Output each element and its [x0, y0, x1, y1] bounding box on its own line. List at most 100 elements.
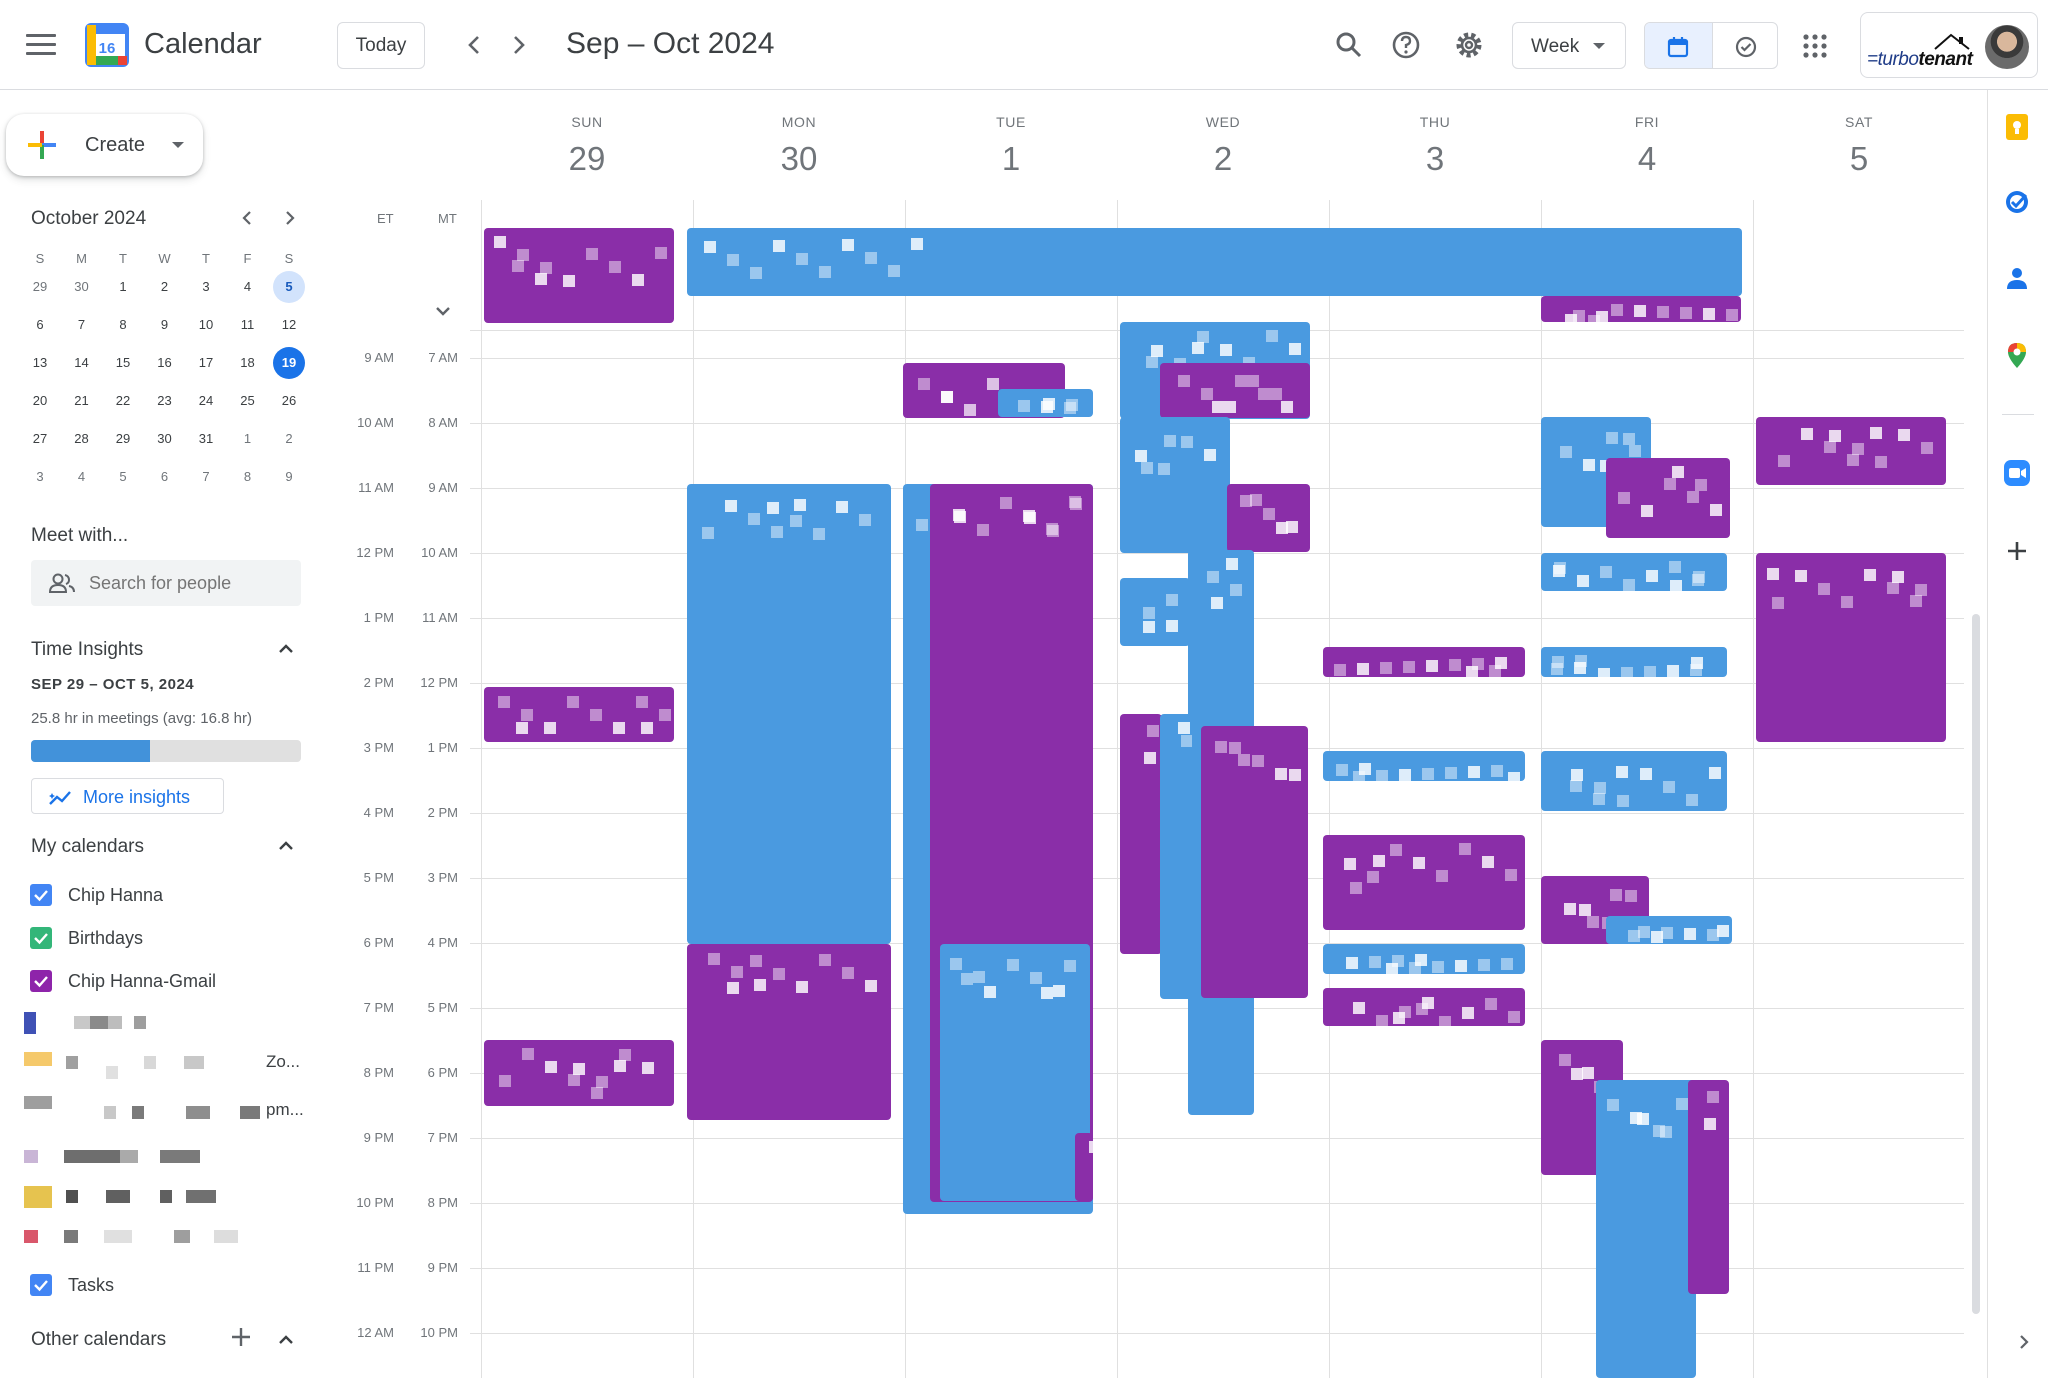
mini-calendar-day[interactable]: 30: [74, 279, 89, 294]
day-number-button[interactable]: 2: [1213, 140, 1233, 177]
mini-calendar-day[interactable]: 6: [36, 317, 44, 332]
expand-side-panel-icon[interactable]: [2014, 1332, 2034, 1352]
chevron-up-icon[interactable]: [276, 1330, 296, 1350]
add-addon-icon[interactable]: [2002, 536, 2032, 566]
maps-icon[interactable]: [2002, 340, 2032, 370]
settings-gear-icon[interactable]: [1452, 28, 1486, 62]
calendar-event[interactable]: [1120, 578, 1190, 646]
zoom-icon[interactable]: [2002, 458, 2032, 488]
calendar-event[interactable]: [687, 228, 1742, 296]
mini-calendar-day[interactable]: 17: [198, 355, 214, 370]
calendar-event[interactable]: [1541, 751, 1727, 811]
calendar-event[interactable]: [998, 389, 1093, 417]
view-switcher-dropdown[interactable]: Week: [1512, 22, 1626, 69]
calendar-event[interactable]: [1160, 714, 1192, 999]
calendar-event[interactable]: [1541, 553, 1727, 591]
mini-calendar-day[interactable]: 16: [157, 355, 172, 370]
day-number-button[interactable]: 3: [1425, 140, 1445, 177]
mini-calendar-day[interactable]: 19: [273, 347, 305, 379]
calendar-event[interactable]: [1688, 1080, 1729, 1294]
add-other-calendar-icon[interactable]: [230, 1326, 252, 1348]
create-button[interactable]: Create: [6, 114, 203, 176]
previous-week-icon[interactable]: [460, 30, 490, 60]
mini-calendar-day[interactable]: 24: [198, 393, 214, 408]
calendar-event[interactable]: [687, 944, 891, 1120]
mini-calendar-day[interactable]: 23: [157, 393, 172, 408]
mini-calendar-day[interactable]: 15: [115, 355, 131, 370]
mini-calendar-day[interactable]: 18: [240, 355, 255, 370]
help-icon[interactable]: [1389, 28, 1423, 62]
calendar-event[interactable]: [1541, 296, 1741, 322]
calendar-event[interactable]: [1596, 1080, 1696, 1378]
search-icon[interactable]: [1332, 28, 1366, 62]
calendar-event[interactable]: [1541, 647, 1727, 677]
main-menu-icon[interactable]: [26, 34, 56, 56]
mini-calendar-day[interactable]: 5: [273, 271, 305, 303]
day-number-button[interactable]: 30: [780, 140, 818, 177]
calendar-item[interactable]: Chip Hanna-Gmail: [28, 966, 268, 996]
mini-calendar-day[interactable]: 29: [115, 431, 131, 446]
calendar-event[interactable]: [940, 944, 1090, 1201]
mini-calendar-day[interactable]: 26: [281, 393, 297, 408]
tasks-icon[interactable]: [2002, 187, 2032, 217]
chevron-up-icon[interactable]: [276, 639, 296, 659]
more-insights-button[interactable]: More insights: [31, 778, 224, 814]
create-dropdown-caret-icon[interactable]: [172, 142, 184, 148]
calendar-view-toggle[interactable]: [1645, 23, 1712, 68]
keep-icon[interactable]: [2002, 112, 2032, 142]
search-people-input[interactable]: [89, 560, 289, 606]
chevron-up-icon[interactable]: [276, 836, 296, 856]
mini-calendar-day[interactable]: 2: [285, 431, 293, 446]
tasks-view-toggle[interactable]: [1712, 23, 1777, 68]
day-number-button[interactable]: 29: [568, 140, 606, 177]
calendar-event[interactable]: [1323, 988, 1525, 1026]
mini-calendar-day[interactable]: 8: [243, 469, 252, 484]
calendar-checkbox[interactable]: [30, 970, 52, 992]
mini-calendar-day[interactable]: 22: [115, 393, 131, 408]
calendar-event[interactable]: [1323, 835, 1525, 930]
mini-calendar-day[interactable]: 7: [202, 469, 210, 484]
obscured-calendar-item[interactable]: Zo...: [24, 1052, 314, 1079]
mini-calendar-day[interactable]: 9: [285, 469, 293, 484]
mini-calendar-prev-icon[interactable]: [237, 207, 259, 229]
calendar-event[interactable]: [1120, 714, 1162, 954]
calendar-item[interactable]: Birthdays: [28, 923, 268, 953]
mini-calendar-day[interactable]: 9: [160, 317, 169, 332]
mini-calendar-day[interactable]: 1: [243, 431, 252, 446]
mini-calendar-day[interactable]: 25: [240, 393, 255, 408]
mini-calendar-day[interactable]: 4: [77, 469, 86, 484]
mini-calendar-day[interactable]: 12: [281, 317, 297, 332]
mini-calendar-day[interactable]: 4: [243, 279, 252, 294]
today-button[interactable]: Today: [337, 22, 425, 69]
day-number-button[interactable]: 4: [1637, 140, 1657, 177]
mini-calendar-day[interactable]: 3: [202, 279, 210, 294]
user-avatar[interactable]: [1985, 25, 2029, 69]
next-week-icon[interactable]: [503, 30, 533, 60]
calendar-event[interactable]: [1160, 363, 1310, 418]
account-switcher[interactable]: =turbotenant: [1860, 12, 2038, 78]
mini-calendar-next-icon[interactable]: [278, 207, 300, 229]
calendar-event[interactable]: [1756, 417, 1946, 485]
mini-calendar-day[interactable]: 10: [198, 317, 214, 332]
calendar-event[interactable]: [1323, 751, 1525, 781]
mini-calendar-day[interactable]: 20: [32, 393, 48, 408]
calendar-event[interactable]: [1606, 916, 1732, 944]
search-people-box[interactable]: [31, 560, 301, 606]
calendar-event[interactable]: [1201, 726, 1308, 998]
obscured-calendar-item[interactable]: [24, 1012, 284, 1034]
mini-calendar-day[interactable]: 14: [74, 355, 89, 370]
obscured-calendar-item[interactable]: pm...: [24, 1096, 314, 1119]
mini-calendar-day[interactable]: 6: [160, 469, 169, 484]
mini-calendar-day[interactable]: 5: [119, 469, 127, 484]
expand-all-day-icon[interactable]: [432, 300, 454, 322]
mini-calendar-day[interactable]: 8: [119, 317, 127, 332]
mini-calendar-day[interactable]: 21: [74, 393, 89, 408]
calendar-item[interactable]: Chip Hanna: [28, 880, 268, 910]
mini-calendar-day[interactable]: 31: [198, 431, 214, 446]
grid-scrollbar[interactable]: [1972, 614, 1980, 1314]
mini-calendar-day[interactable]: 27: [32, 431, 48, 446]
mini-calendar-day[interactable]: 28: [74, 431, 89, 446]
calendar-checkbox[interactable]: [30, 884, 52, 906]
mini-calendar-day[interactable]: 3: [36, 469, 44, 484]
obscured-calendar-item[interactable]: [24, 1146, 314, 1168]
